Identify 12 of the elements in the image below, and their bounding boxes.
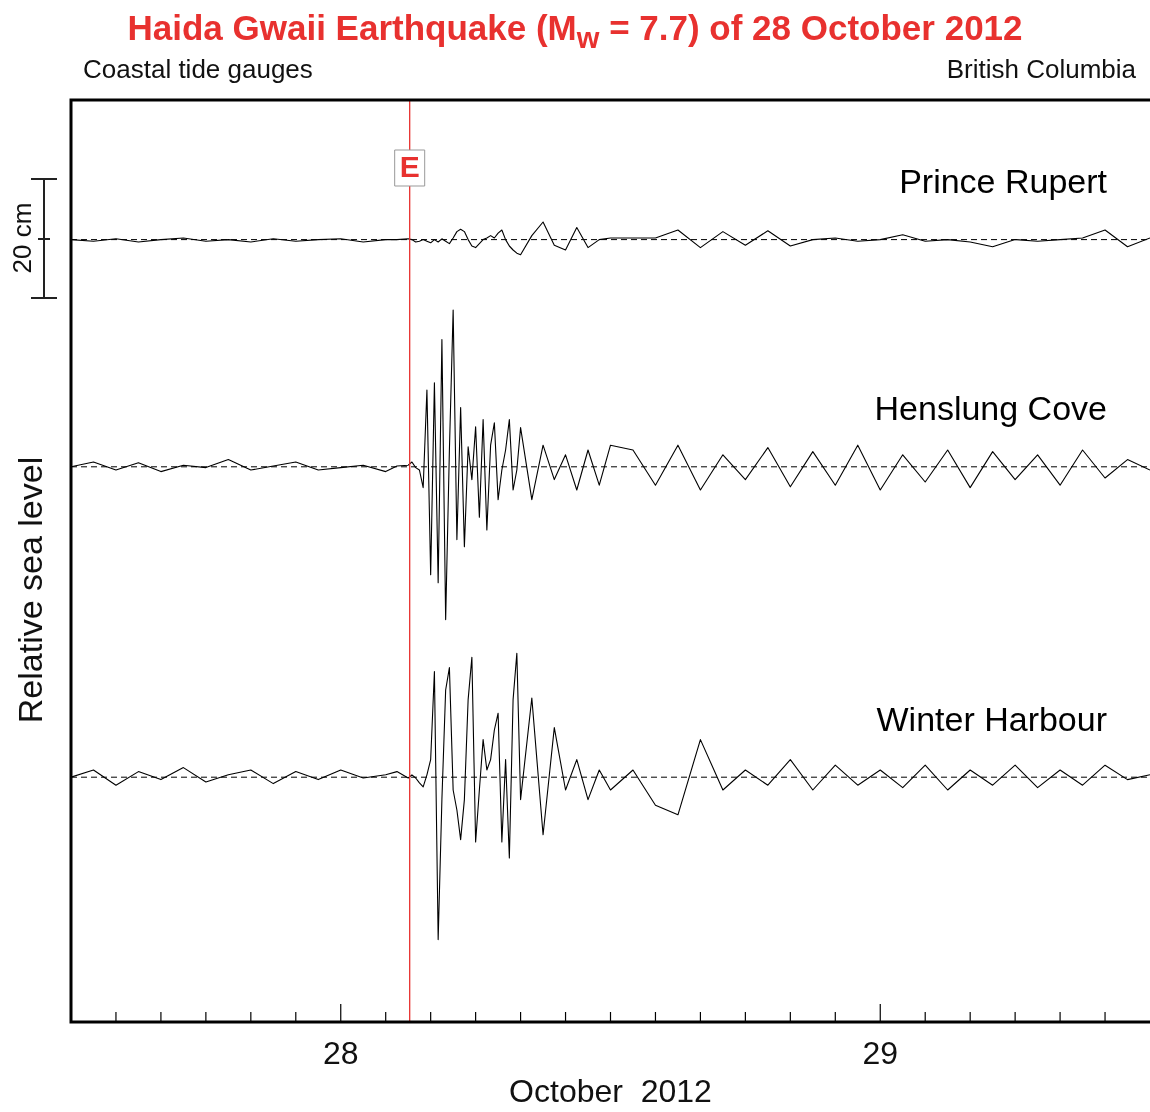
series-label: Winter Harbour (876, 699, 1107, 738)
text: British Columbia (946, 54, 1136, 85)
series-label: Henslung Cove (874, 389, 1107, 428)
y-axis-title: Relative sea level (10, 456, 50, 724)
x-axis-title: October 2012 (509, 1072, 712, 1109)
ref-line-label: E (399, 150, 420, 184)
x-tick-label: 29 (862, 1035, 899, 1072)
chart-title: Haida Gwaii Earthquake (M$_{w}$ = 7.7) of 28 October 2012 (126, 8, 1024, 55)
x-tick-label: 28 (322, 1035, 359, 1072)
series-label: Prince Rupert (899, 161, 1108, 200)
chart-subtitle: Coastal tide gauges (83, 54, 313, 85)
text: 20 cm (6, 202, 38, 274)
